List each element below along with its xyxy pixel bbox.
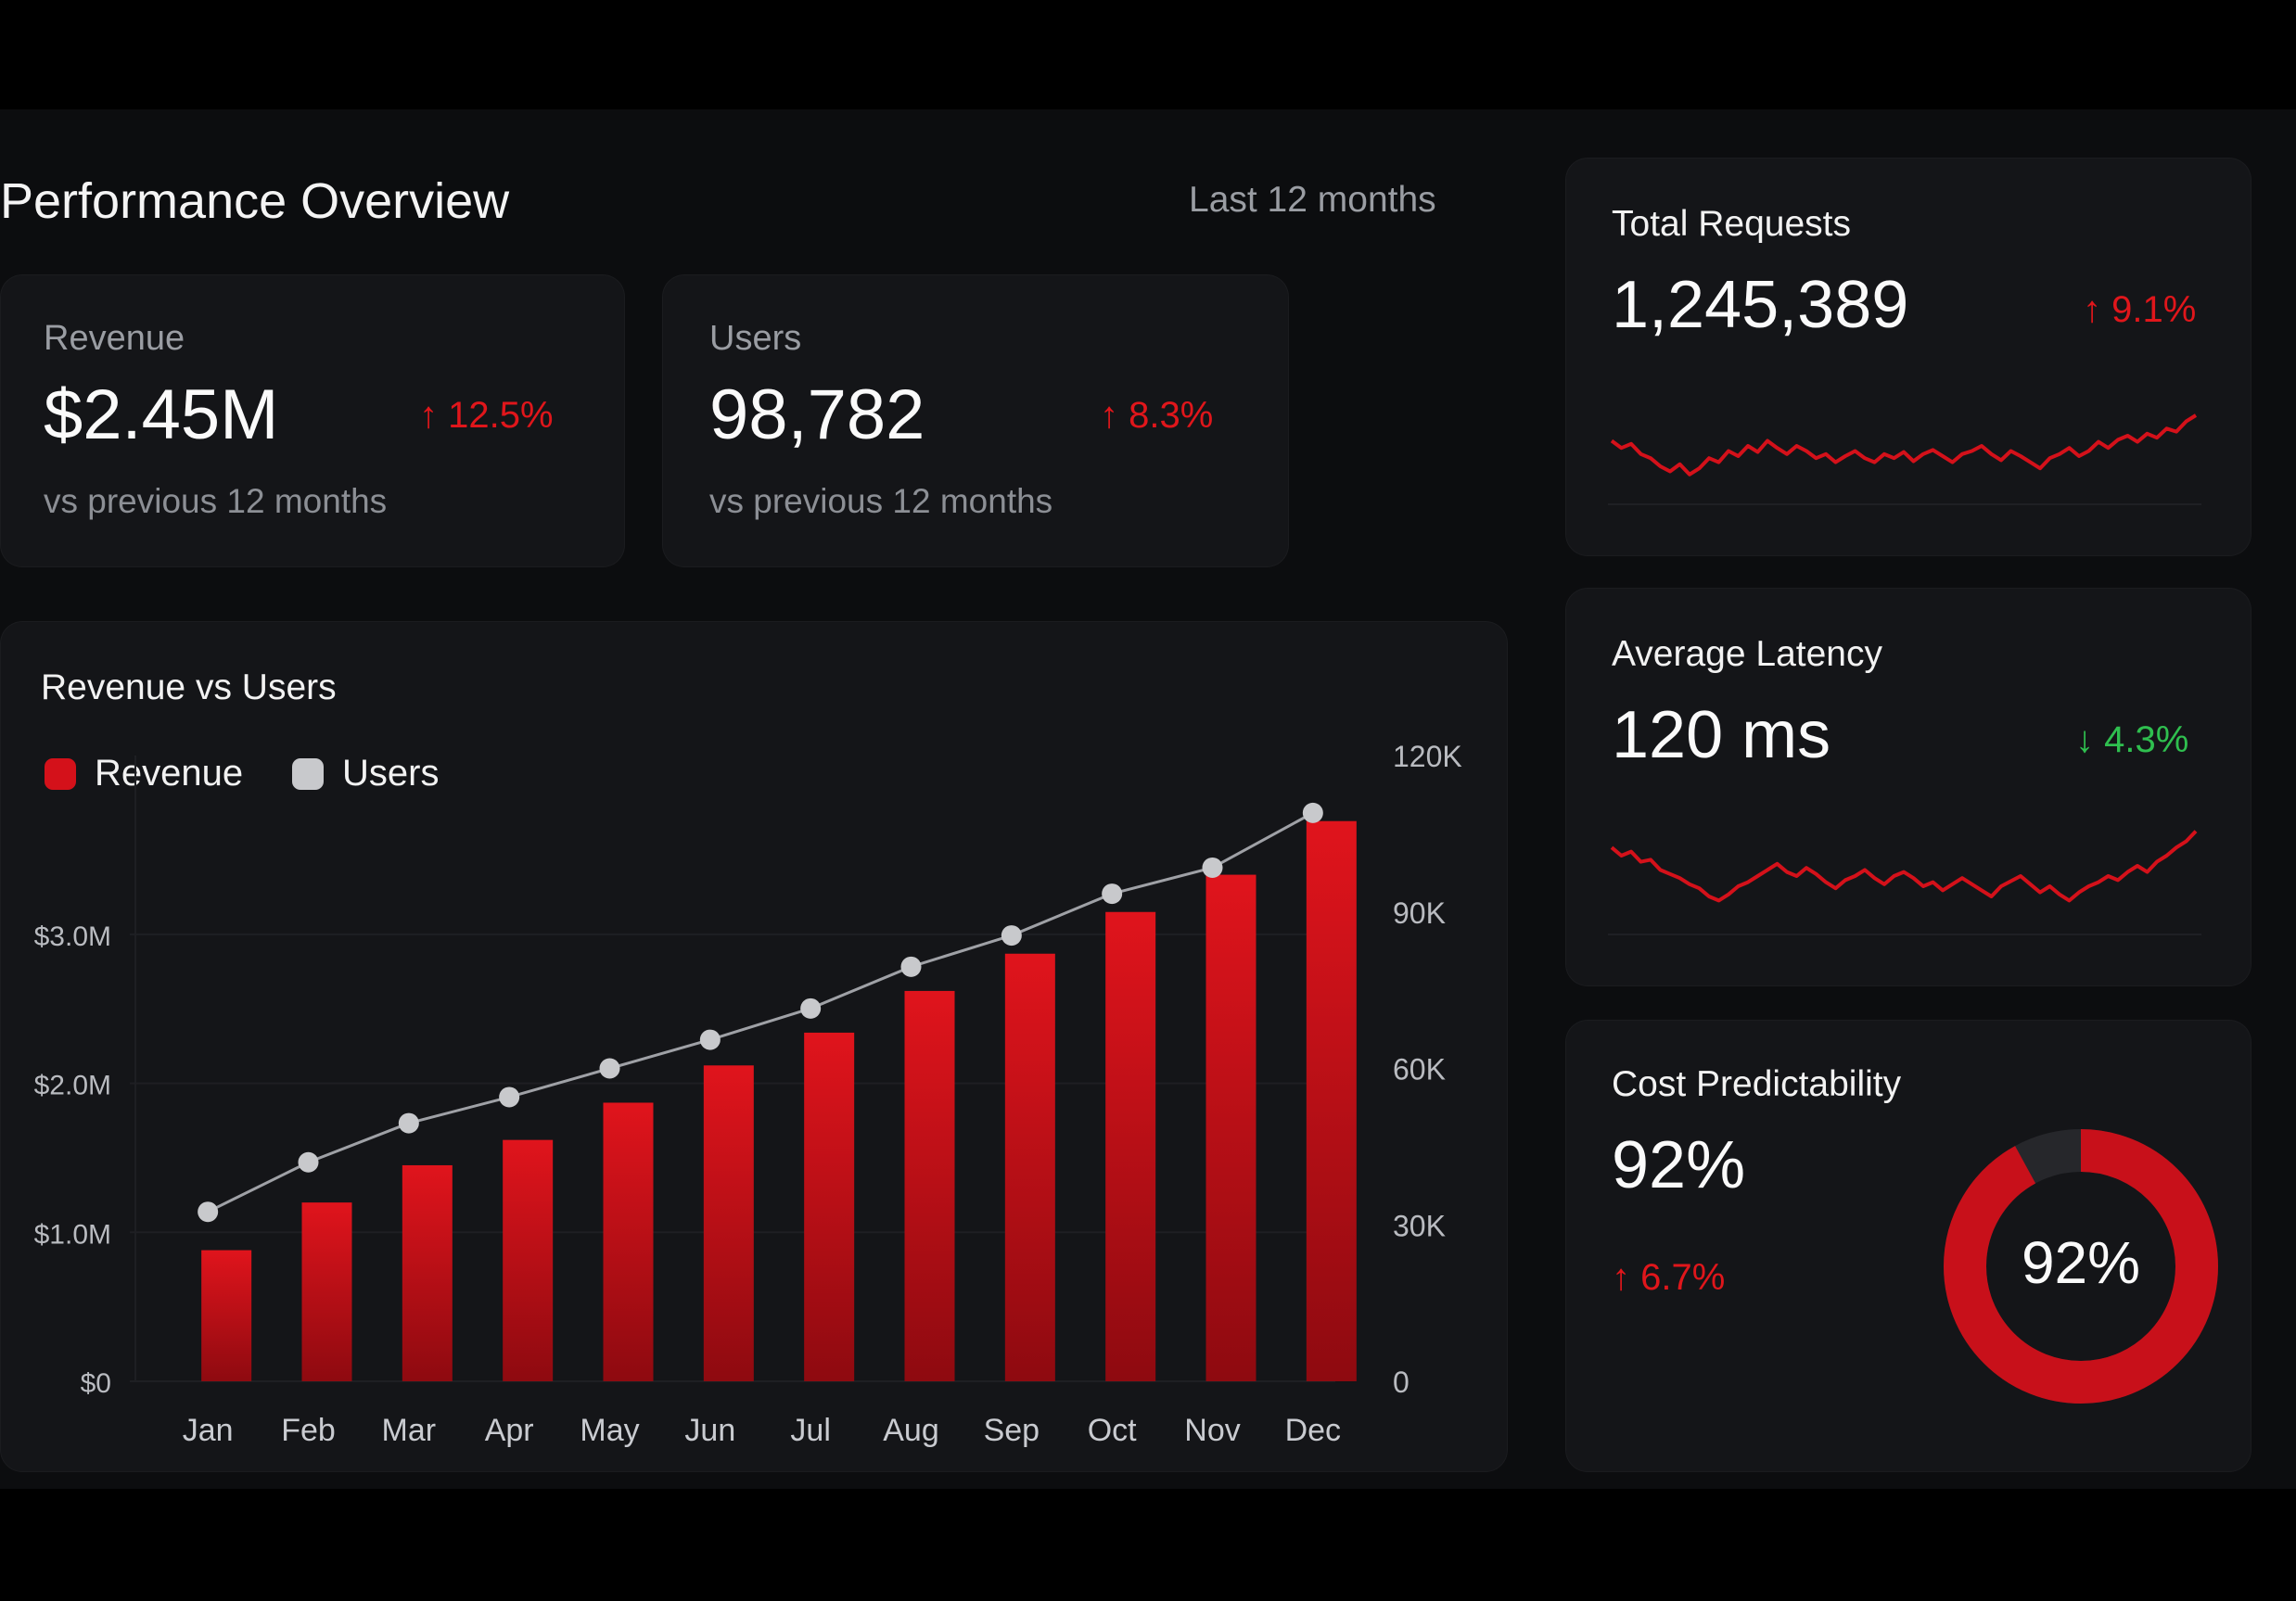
x-tick-label: Feb [281, 1413, 336, 1448]
legend-revenue[interactable]: Revenue [45, 753, 243, 794]
revenue-bar [703, 1065, 754, 1381]
y-left-tick-label: $3.0M [34, 921, 111, 952]
y-right-tick-label: 120K [1393, 740, 1462, 773]
card-value: 1,245,389 [1612, 268, 1909, 342]
card-value: 120 ms [1612, 698, 1831, 772]
x-tick-label: Nov [1184, 1413, 1240, 1448]
legend-swatch-revenue [45, 757, 76, 790]
kpi-delta: ↑ 8.3% [1100, 395, 1214, 436]
users-point [1001, 925, 1022, 947]
card-title: Cost Predictability [1612, 1064, 1902, 1104]
revenue-bar [603, 1102, 654, 1381]
revenue-bar [503, 1139, 554, 1381]
y-left-tick-label: $0 [81, 1368, 111, 1399]
revenue-bar [1306, 820, 1357, 1381]
users-point [599, 1058, 620, 1079]
y-right-tick-label: 0 [1393, 1366, 1409, 1399]
users-line [207, 811, 1314, 1213]
dashboard-canvas: Performance Overview Last 12 months Reve… [0, 109, 2296, 1489]
revenue-bar [804, 1032, 855, 1381]
users-point [1102, 883, 1123, 905]
kpi-card-revenue: Revenue $2.45M ↑ 12.5% vs previous 12 mo… [0, 274, 625, 567]
combo-chart: $0 $1.0M $2.0M $3.0M 0 30K 60K 90K 120K Jan Feb Mar… [34, 740, 1462, 1448]
revenue-bar [201, 1250, 252, 1381]
cost-gauge: 92% [1944, 1129, 2218, 1404]
chart-title: Revenue vs Users [41, 667, 337, 707]
revenue-bar [904, 990, 955, 1381]
users-point [499, 1086, 520, 1108]
date-range-label[interactable]: Last 12 months [1189, 180, 1436, 220]
x-tick-label: Jan [183, 1413, 234, 1448]
x-tick-label: Dec [1285, 1413, 1341, 1448]
card-title: Average Latency [1612, 634, 1882, 674]
kpi-label: Revenue [44, 319, 185, 358]
requests-sparkline [1608, 413, 2201, 505]
card-title: Total Requests [1612, 204, 1851, 244]
revenue-bar [1004, 953, 1055, 1381]
total-requests-card: Total Requests 1,245,389 ↑ 9.1% [1565, 158, 2251, 556]
card-value: 92% [1612, 1128, 1746, 1202]
x-tick-label: Jun [684, 1413, 735, 1448]
legend-users[interactable]: Users [292, 753, 439, 794]
x-tick-label: Mar [382, 1413, 437, 1448]
revenue-bar [1105, 911, 1156, 1381]
legend-label: Users [342, 753, 440, 794]
users-point [800, 997, 822, 1019]
kpi-comparison: vs previous 12 months [44, 482, 388, 520]
gauge-label: 92% [2022, 1229, 2140, 1296]
revenue-bar [402, 1164, 453, 1381]
revenue-users-chart-card: Revenue vs Users Revenue Users $0 $1.0M $2… [0, 621, 1508, 1472]
card-delta: ↑ 9.1% [2083, 289, 2197, 330]
revenue-bar [301, 1202, 352, 1381]
x-tick-label: Sep [984, 1413, 1040, 1448]
card-delta: ↑ 6.7% [1612, 1257, 1726, 1298]
gauge-fill [1944, 1129, 2218, 1404]
users-point [699, 1029, 721, 1050]
revenue-bar [1205, 874, 1256, 1381]
y-right-tick-label: 90K [1393, 896, 1446, 930]
y-left-tick-label: $1.0M [34, 1219, 111, 1250]
kpi-comparison: vs previous 12 months [709, 482, 1053, 520]
users-point [1202, 857, 1223, 878]
kpi-card-users: Users 98,782 ↑ 8.3% vs previous 12 month… [662, 274, 1289, 567]
kpi-value: 98,782 [709, 375, 925, 454]
x-tick-label: Aug [883, 1413, 939, 1448]
kpi-label: Users [709, 319, 802, 358]
users-point [398, 1112, 419, 1134]
x-tick-label: Jul [790, 1413, 830, 1448]
x-tick-label: May [580, 1413, 639, 1448]
users-point [198, 1201, 219, 1223]
page-title: Performance Overview [0, 173, 510, 229]
users-point [900, 956, 922, 977]
users-point [1302, 802, 1323, 823]
y-right-tick-label: 60K [1393, 1053, 1446, 1086]
cost-predictability-card: Cost Predictability 92% ↑ 6.7% 92% [1565, 1020, 2251, 1472]
x-tick-label: Apr [485, 1413, 534, 1448]
y-left-tick-label: $2.0M [34, 1071, 111, 1101]
average-latency-card: Average Latency 120 ms ↓ 4.3% [1565, 588, 2251, 986]
x-tick-label: Oct [1088, 1413, 1137, 1448]
legend-label: Revenue [95, 753, 244, 794]
legend-swatch-users [292, 757, 324, 790]
kpi-delta: ↑ 12.5% [419, 395, 554, 436]
kpi-value: $2.45M [44, 375, 279, 454]
latency-sparkline [1608, 830, 2201, 935]
users-point [298, 1151, 319, 1173]
y-right-tick-label: 30K [1393, 1209, 1446, 1242]
card-delta: ↓ 4.3% [2075, 719, 2189, 760]
